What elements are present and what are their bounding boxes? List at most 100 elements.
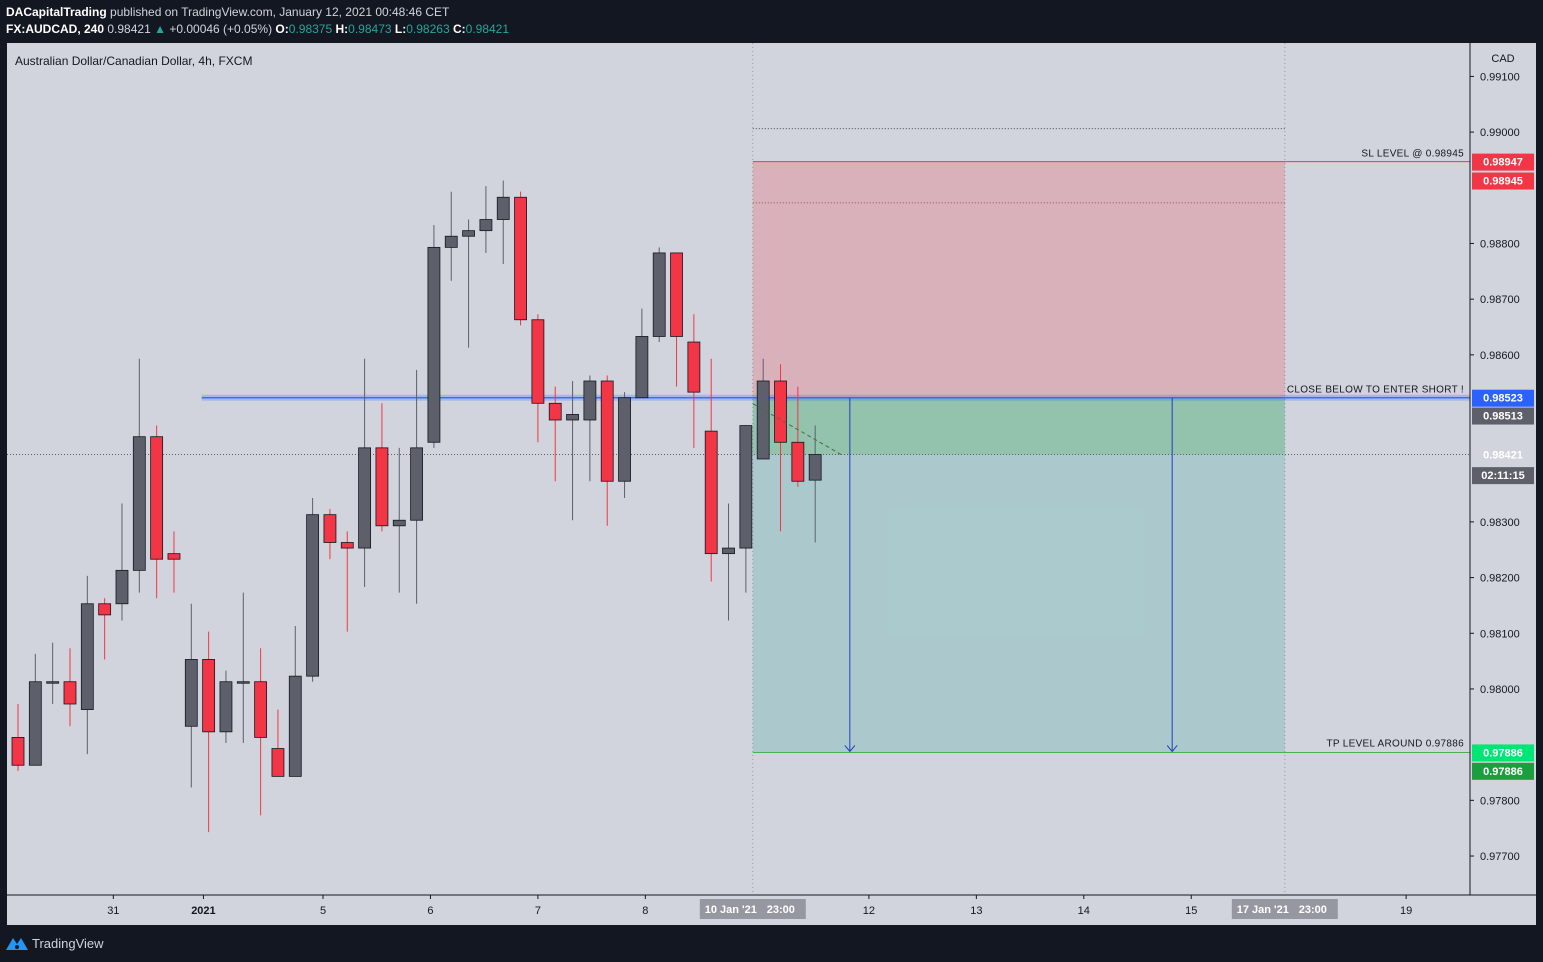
price-tag-label: 0.98421: [1483, 450, 1523, 462]
candle-body: [704, 430, 718, 555]
published-text: published on TradingView.com, January 12…: [110, 5, 450, 19]
candle-body: [566, 414, 579, 421]
candle-body: [496, 196, 510, 220]
candle-body: [808, 454, 822, 481]
price-tag-label: 0.98947: [1483, 157, 1523, 169]
candle-body: [687, 341, 701, 393]
price-tag-label: 02:11:15: [1481, 470, 1524, 482]
publisher-name[interactable]: DACapitalTrading: [6, 5, 107, 19]
price-tag-label: 0.97886: [1483, 747, 1523, 759]
candle-body: [756, 380, 770, 460]
candle-body: [132, 436, 146, 571]
chart-header: DACapitalTrading published on TradingVie…: [0, 0, 1543, 40]
candle-body: [548, 402, 562, 421]
low-label: L:: [394, 22, 407, 36]
price-tick-label: 0.98000: [1480, 684, 1520, 696]
candle-body: [670, 252, 683, 337]
price-tag-label: 0.97886: [1483, 766, 1523, 778]
candle-body: [531, 319, 545, 404]
time-tick-label: 6: [427, 905, 433, 917]
time-tag-date: 17 Jan '21: [1237, 904, 1289, 916]
time-tag-hour: 23:00: [1299, 904, 1327, 916]
price-tick-label: 0.98800: [1480, 238, 1520, 250]
price-tag: [1472, 172, 1534, 190]
arrow-down-icon: [1166, 745, 1178, 753]
candle-body: [600, 380, 614, 482]
candle-body: [202, 659, 216, 733]
candle-body: [28, 681, 42, 766]
time-tick-label: 13: [970, 905, 982, 917]
candle-body: [254, 681, 268, 738]
footer-bar: TradingView: [0, 926, 1543, 962]
candle-body: [271, 748, 285, 777]
candle-body: [583, 380, 597, 421]
sl-level-note: SL LEVEL @ 0.98945: [1361, 149, 1464, 160]
candle-body: [306, 514, 320, 677]
publish-info: DACapitalTrading published on TradingVie…: [6, 5, 449, 19]
time-tag: [1231, 899, 1338, 919]
candle-body: [340, 542, 354, 549]
candle-body: [323, 514, 337, 543]
time-tag-hour: 23:00: [767, 904, 795, 916]
candle-body: [115, 569, 129, 605]
candle-body: [635, 336, 649, 399]
price-tick-label: 0.97800: [1480, 795, 1520, 807]
candle-body: [219, 681, 233, 733]
time-tick-label: 7: [535, 905, 541, 917]
candle-body: [184, 659, 198, 727]
chart-background: [7, 43, 1536, 925]
take-profit-zone: [752, 397, 1285, 753]
time-tick-label: 14: [1078, 905, 1090, 917]
price-tag: [1472, 407, 1534, 425]
time-tick-label: 15: [1185, 905, 1197, 917]
candle-body: [11, 737, 25, 766]
candle-body: [514, 196, 527, 321]
candlestick-chart[interactable]: Australian Dollar/Canadian Dollar, 4h, F…: [7, 43, 1536, 925]
candle-body: [392, 519, 406, 527]
price-tag: [1472, 467, 1534, 485]
price-tag: [1472, 446, 1534, 464]
time-tick-label: 8: [642, 905, 648, 917]
close-label: C:: [452, 22, 466, 36]
candle-body: [427, 246, 441, 443]
price-change: +0.00046 (+0.05%): [169, 22, 273, 36]
currency-label: CAD: [1491, 53, 1514, 65]
candle-body: [774, 380, 787, 443]
price-tick-label: 0.99100: [1480, 71, 1520, 83]
high-value: 0.98473: [348, 22, 392, 36]
price-tag-label: 0.98513: [1483, 411, 1523, 423]
symbol-name[interactable]: FX:AUDCAD, 240: [6, 22, 105, 36]
candle-body: [288, 675, 302, 777]
time-tick-label: 31: [107, 905, 119, 917]
triangle-up-icon: ▲: [154, 22, 166, 36]
price-tick-label: 0.98100: [1480, 628, 1520, 640]
candle-body: [739, 425, 753, 549]
candle-body: [150, 436, 164, 560]
price-tag-label: 0.98945: [1483, 176, 1523, 188]
symbol-info: FX:AUDCAD, 240 0.98421 ▲ +0.00046 (+0.05…: [6, 22, 509, 36]
price-tick-label: 0.99000: [1480, 127, 1520, 139]
tradingview-brand[interactable]: TradingView: [32, 936, 104, 951]
chart-title: Australian Dollar/Canadian Dollar, 4h, F…: [15, 54, 252, 68]
time-tag-date: 10 Jan '21: [705, 904, 757, 916]
candle-body: [167, 553, 181, 560]
candle-body: [410, 447, 423, 521]
entry-note: CLOSE BELOW TO ENTER SHORT !: [1287, 385, 1464, 396]
time-tick-label: 19: [1400, 905, 1412, 917]
price-tick-label: 0.98300: [1480, 517, 1520, 529]
price-tick-label: 0.98700: [1480, 294, 1520, 306]
price-tag-label: 0.98523: [1483, 393, 1523, 405]
low-value: 0.98263: [406, 22, 450, 36]
candle-body: [375, 447, 389, 527]
tradingview-logo-icon[interactable]: [6, 936, 28, 950]
open-value: 0.98375: [288, 22, 333, 36]
time-tag: [699, 899, 806, 919]
candle-body: [80, 603, 94, 710]
high-label: H:: [335, 22, 349, 36]
chart-area[interactable]: Australian Dollar/Canadian Dollar, 4h, F…: [7, 43, 1536, 925]
candle-body: [236, 681, 250, 684]
price-tag: [1472, 153, 1534, 171]
candle-body: [63, 681, 77, 705]
close-value: 0.98421: [465, 22, 510, 36]
last-price: 0.98421: [107, 22, 151, 36]
